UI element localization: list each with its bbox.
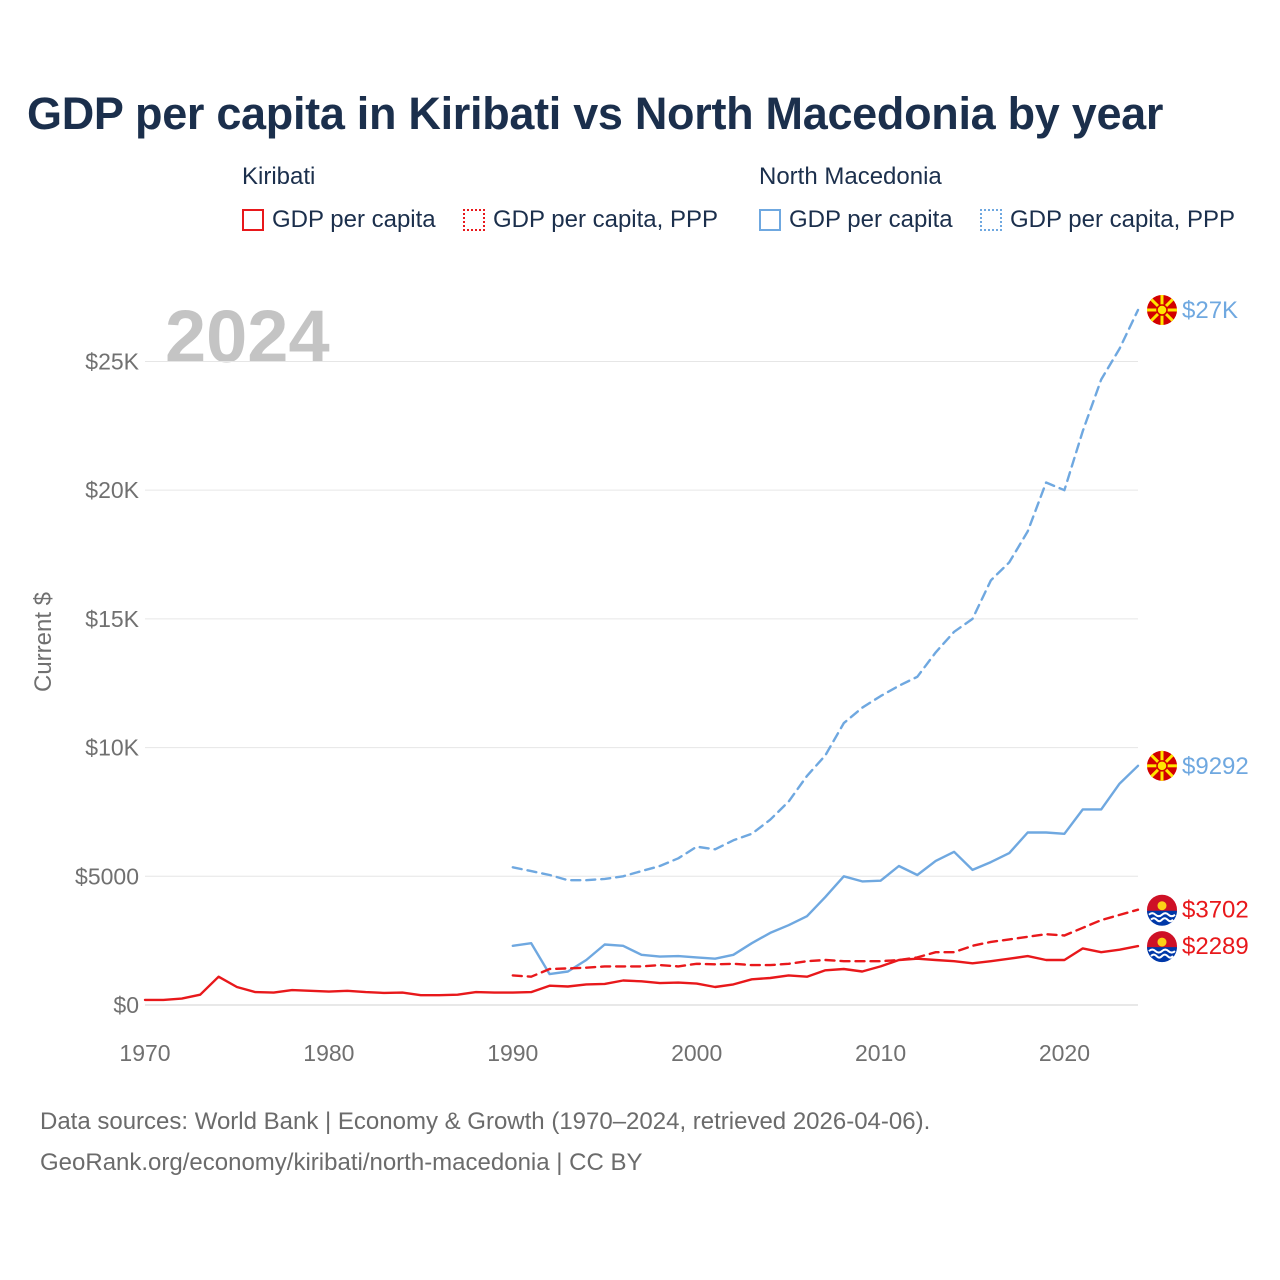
series-line-1[interactable] <box>511 764 1140 976</box>
legend-label: GDP per capita, PPP <box>493 206 718 233</box>
kiribati-flag-icon <box>1147 894 1177 926</box>
y-tick-label: $25K <box>85 348 139 374</box>
end-value-label: $9292 <box>1182 753 1249 780</box>
legend-label: GDP per capita, PPP <box>1010 206 1235 233</box>
legend-group-north-macedonia: North Macedonia <box>759 163 942 190</box>
legend-swatch-solid-blue <box>759 209 781 231</box>
kiribati-flag-icon <box>1147 931 1177 963</box>
legend-label: GDP per capita <box>272 206 436 233</box>
legend-swatch-dotted-red <box>463 209 485 231</box>
year-watermark: 2024 <box>165 295 330 378</box>
y-tick-label: $15K <box>85 606 139 632</box>
legend-item-kiribati-gdp[interactable]: GDP per capita <box>242 205 436 235</box>
y-tick-label: $10K <box>85 735 139 761</box>
series-line-3[interactable] <box>143 944 1140 1002</box>
y-tick-label: $5000 <box>75 863 139 889</box>
x-tick-label: 2010 <box>855 1040 906 1066</box>
x-tick-label: 2020 <box>1039 1040 1090 1066</box>
series-line-2[interactable] <box>511 908 1140 978</box>
x-tick-label: 1990 <box>487 1040 538 1066</box>
legend-swatch-dotted-blue <box>980 209 1002 231</box>
north-macedonia-flag-icon <box>1147 750 1177 781</box>
y-axis-label: Current $ <box>30 592 57 692</box>
end-value-label: $3702 <box>1182 897 1249 924</box>
end-value-label: $2289 <box>1182 933 1249 960</box>
series-line-0[interactable] <box>511 308 1140 882</box>
x-tick-label: 1970 <box>119 1040 170 1066</box>
legend-item-north-macedonia-gdp-ppp[interactable]: GDP per capita, PPP <box>980 205 1235 235</box>
source-text: Data sources: World Bank | Economy & Gro… <box>40 1108 931 1135</box>
legend-item-north-macedonia-gdp[interactable]: GDP per capita <box>759 205 953 235</box>
x-tick-label: 1980 <box>303 1040 354 1066</box>
y-tick-label: $20K <box>85 477 139 503</box>
legend-item-kiribati-gdp-ppp[interactable]: GDP per capita, PPP <box>463 205 718 235</box>
north-macedonia-flag-icon <box>1147 295 1177 325</box>
legend-label: GDP per capita <box>789 206 953 233</box>
y-tick-label: $0 <box>113 992 139 1018</box>
source-url[interactable]: GeoRank.org/economy/kiribati/north-maced… <box>40 1149 643 1176</box>
x-tick-label: 2000 <box>671 1040 722 1066</box>
chart-title: GDP per capita in Kiribati vs North Mace… <box>27 88 1164 139</box>
legend-group-kiribati: Kiribati <box>242 163 316 190</box>
legend-swatch-solid-red <box>242 209 264 231</box>
end-value-label: $27K <box>1182 297 1238 324</box>
